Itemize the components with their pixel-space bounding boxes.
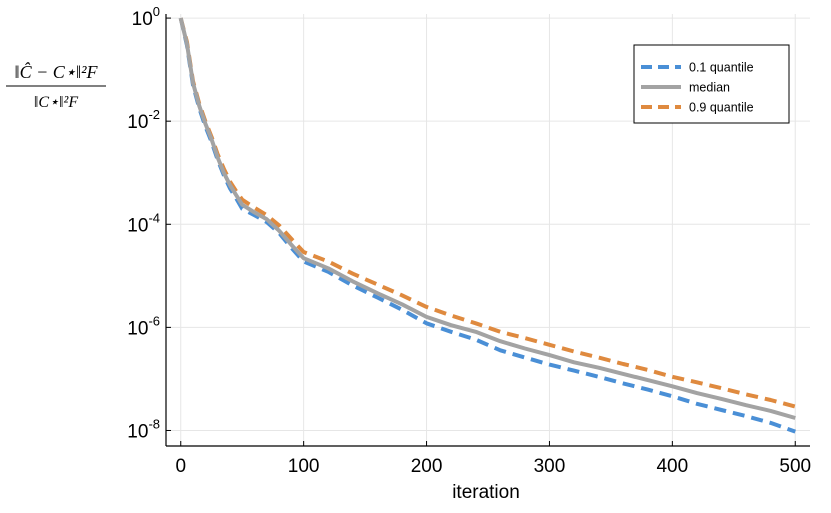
y-tick-label: 10-4 xyxy=(127,210,160,236)
legend-box xyxy=(633,44,790,124)
legend-label: median xyxy=(689,81,730,95)
y-tick-label: 10-6 xyxy=(127,313,160,339)
x-tick-label: 300 xyxy=(534,456,566,477)
series-group xyxy=(178,17,796,434)
y-tick-label: 100 xyxy=(132,4,160,30)
x-ticks: 0 100 200 300 400 500 xyxy=(175,441,811,477)
x-tick-label: 0 xyxy=(175,456,186,477)
series-line-median xyxy=(178,17,796,420)
y-tick-label: 10-2 xyxy=(127,107,160,133)
x-tick-label: 100 xyxy=(288,456,320,477)
grid-lines xyxy=(166,14,810,446)
legend: 0.1 quantile median 0.9 quantile xyxy=(633,44,790,124)
x-tick-label: 500 xyxy=(779,456,811,477)
y-axis-title-denominator: ‖C⋆‖²F xyxy=(34,94,78,111)
y-axis-title-numerator: ‖Ĉ − C⋆‖²F xyxy=(15,61,99,82)
legend-label: 0.9 quantile xyxy=(689,101,754,115)
y-axis-title: ‖Ĉ − C⋆‖²F ‖C⋆‖²F xyxy=(6,61,106,111)
legend-label: 0.1 quantile xyxy=(689,61,754,75)
x-tick-label: 400 xyxy=(656,456,688,477)
x-tick-label: 200 xyxy=(411,456,443,477)
x-axis-title: iteration xyxy=(452,482,520,503)
y-tick-label: 10-8 xyxy=(127,416,160,442)
y-ticks: 100 10-2 10-4 10-6 10-8 xyxy=(127,4,171,442)
